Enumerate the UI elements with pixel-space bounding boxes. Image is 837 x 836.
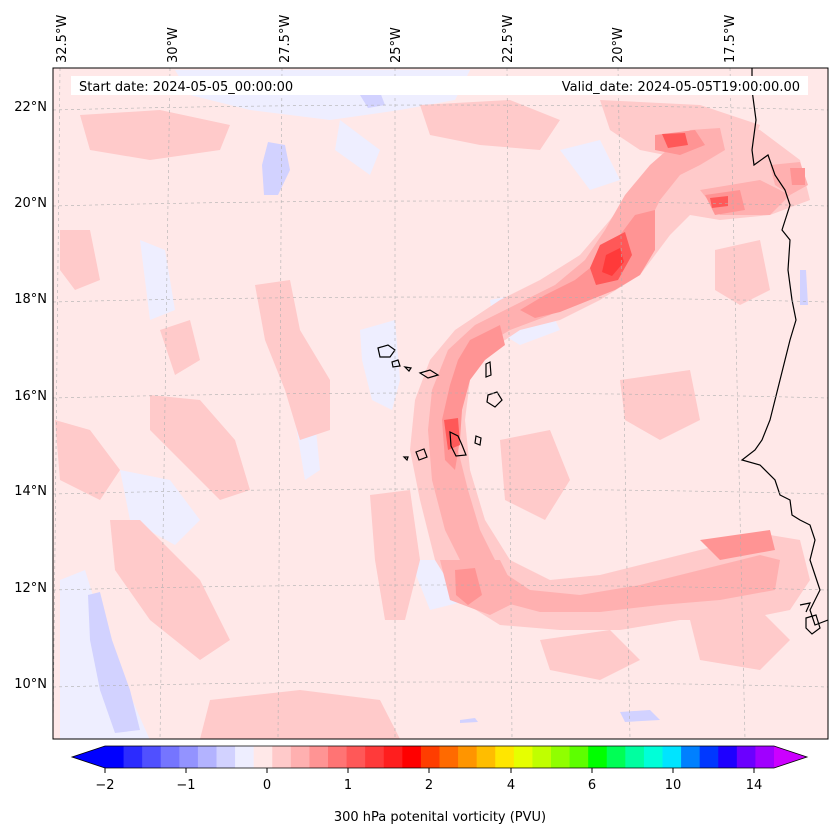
colorbar-tick-label: −2 — [95, 778, 114, 793]
colorbar-tick-label: 10 — [665, 778, 682, 793]
colorbar-cell — [513, 746, 533, 768]
west-africa-coast — [740, 68, 828, 626]
colorbar-cell — [588, 746, 608, 768]
colorbar-label: 300 hPa potenital vorticity (PVU) — [334, 810, 546, 825]
island-santa-luzia — [403, 366, 413, 372]
island-santo-antao — [377, 344, 396, 358]
map-panel — [53, 68, 828, 739]
colorbar-cell — [290, 746, 310, 768]
colorbar-cell — [328, 746, 347, 768]
title-box — [71, 76, 808, 95]
colorbar-cell — [253, 746, 273, 768]
colorbar-cell — [105, 746, 124, 768]
island-sao-nicolau — [418, 369, 440, 379]
colorbar-cell — [420, 746, 440, 768]
colorbar-tick-label: 1 — [344, 778, 352, 793]
lat-label: 18°N — [14, 292, 47, 307]
longitude-labels: 32.5°W 30°W 27.5°W 25°W 22.5°W 20°W 17.5… — [55, 15, 738, 63]
colorbar-cell — [495, 746, 515, 768]
bissagos-islands — [799, 602, 821, 635]
latitude-labels: 22°N 20°N 18°N 16°N 14°N 12°N 10°N — [14, 100, 47, 692]
gridlines — [53, 68, 828, 739]
lon-label: 25°W — [389, 27, 404, 63]
colorbar-tick-label: 6 — [588, 778, 596, 793]
colorbar-cell — [272, 746, 292, 768]
colorbar-cell — [402, 746, 422, 768]
colorbar-cell — [662, 746, 682, 768]
lon-label: 30°W — [166, 27, 181, 63]
colorbar-cell — [142, 746, 162, 768]
island-fogo — [415, 448, 428, 461]
colorbar-cell — [718, 746, 738, 768]
pv-peak — [602, 248, 624, 276]
lon-label: 32.5°W — [55, 15, 70, 63]
colorbar-cell — [365, 746, 385, 768]
lon-label: 17.5°W — [723, 15, 738, 63]
colorbar-cell — [476, 746, 496, 768]
colorbar-tick-label: 4 — [507, 778, 515, 793]
map-frame — [52, 67, 829, 740]
colorbar-under-arrow — [72, 746, 105, 768]
island-sal — [485, 361, 492, 378]
colorbar-cell — [216, 746, 236, 768]
island-santiago — [449, 430, 467, 457]
colorbar: −2 −1 0 1 2 4 6 10 14 300 hPa potenital … — [70, 745, 809, 825]
lon-label: 22.5°W — [501, 15, 516, 63]
colorbar-tick-label: 14 — [746, 778, 763, 793]
colorbar-cell — [699, 746, 719, 768]
colorbar-cell — [346, 746, 366, 768]
lat-label: 16°N — [14, 389, 47, 404]
colorbar-ticks — [104, 768, 755, 773]
start-date-text: Start date: 2024-05-05_00:00:00 — [79, 80, 293, 95]
lat-label: 14°N — [14, 484, 47, 499]
colorbar-tick-label: 2 — [425, 778, 433, 793]
colorbar-cell — [123, 746, 143, 768]
island-maio — [474, 435, 482, 446]
colorbar-cell — [235, 746, 255, 768]
colorbar-cell — [551, 746, 570, 768]
lon-label: 27.5°W — [278, 15, 293, 63]
colorbar-cell — [736, 746, 756, 768]
colorbar-cell — [569, 746, 589, 768]
colorbar-cell — [197, 746, 217, 768]
colorbar-cell — [439, 746, 459, 768]
lat-label: 12°N — [14, 581, 47, 596]
colorbar-cell — [309, 746, 329, 768]
colorbar-cell — [643, 746, 663, 768]
colorbar-tick-labels: −2 −1 0 1 2 4 6 10 14 — [95, 778, 762, 793]
colorbar-cell — [532, 746, 552, 768]
lat-label: 22°N — [14, 100, 47, 115]
pv-weak-positive-areas — [55, 100, 790, 739]
island-boa-vista — [486, 391, 503, 408]
colorbar-cell — [160, 746, 180, 768]
colorbar-tick-label: 0 — [263, 778, 271, 793]
colorbar-cell — [383, 746, 403, 768]
colorbar-cell — [606, 746, 626, 768]
colorbar-cell — [755, 746, 775, 768]
coastlines — [377, 68, 828, 635]
island-brava — [402, 456, 409, 462]
colorbar-cell — [458, 746, 478, 768]
colorbar-tick-label: −1 — [176, 778, 195, 793]
lat-label: 10°N — [14, 677, 47, 692]
pv-moderate-negative-areas — [88, 92, 808, 733]
colorbar-cells — [105, 746, 775, 768]
lon-label: 20°W — [611, 27, 626, 63]
valid-date-text: Valid_date: 2024-05-05T19:00:00.00 — [562, 80, 800, 95]
colorbar-cell — [179, 746, 199, 768]
colorbar-cell — [681, 746, 701, 768]
colorbar-over-arrow — [774, 746, 807, 768]
lat-label: 20°N — [14, 196, 47, 211]
colorbar-cell — [625, 746, 645, 768]
island-sao-vicente — [391, 359, 401, 368]
